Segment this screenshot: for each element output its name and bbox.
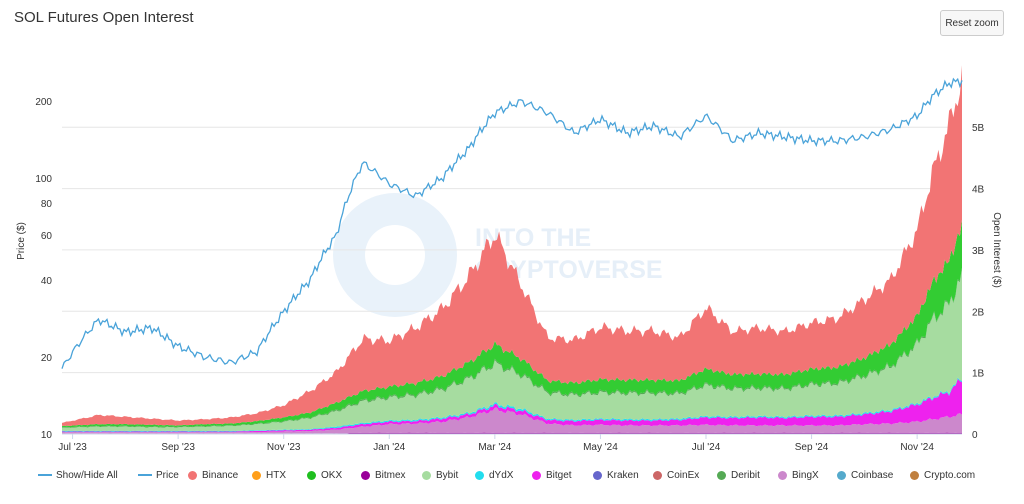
legend-swatch xyxy=(717,470,726,480)
area-bybit xyxy=(62,269,962,432)
legend-label: CoinEx xyxy=(667,469,700,481)
legend-item-htx[interactable]: HTX xyxy=(252,466,286,484)
chart-legend: Show/Hide All Price Binance HTX OKX Bitmex Byb… xyxy=(38,466,998,484)
y-right-tick-label: 0 xyxy=(972,430,978,441)
legend-label: Deribit xyxy=(731,469,760,481)
y-left-tick-label: 60 xyxy=(41,231,53,242)
legend-label: Kraken xyxy=(607,469,639,481)
legend-item-bybit[interactable]: Bybit xyxy=(422,466,458,484)
y-right-tick-label: 1B xyxy=(972,369,985,380)
legend-item-coinbase[interactable]: Coinbase xyxy=(837,466,893,484)
legend-label: Bybit xyxy=(436,469,459,481)
x-tick-label: Nov '23 xyxy=(267,442,301,453)
x-tick-label: Jul '23 xyxy=(58,442,87,453)
legend-item-show-hide-all[interactable]: Show/Hide All xyxy=(38,466,118,484)
legend-label: BingX xyxy=(792,469,819,481)
y-right-tick-label: 2B xyxy=(972,307,985,318)
reset-zoom-button[interactable]: Reset zoom xyxy=(940,10,1004,36)
legend-label: Bitget xyxy=(546,469,572,481)
legend-swatch xyxy=(593,470,602,480)
legend-label: Price xyxy=(156,469,179,481)
y-left-tick-label: 200 xyxy=(35,97,52,108)
legend-swatch xyxy=(532,470,541,480)
y-left-tick-label: 10 xyxy=(41,430,53,441)
y-left-axis-title: Price ($) xyxy=(16,222,27,260)
legend-label: HTX xyxy=(266,469,286,481)
x-tick-label: Jul '24 xyxy=(692,442,721,453)
legend-label: Bitmex xyxy=(375,469,406,481)
y-left-tick-label: 40 xyxy=(41,276,53,287)
y-left-tick-label: 20 xyxy=(41,353,53,364)
price-series xyxy=(61,77,963,369)
legend-item-okx[interactable]: OKX xyxy=(307,466,342,484)
y-right-tick-label: 4B xyxy=(972,185,985,196)
legend-swatch xyxy=(475,470,484,480)
x-tick-label: Mar '24 xyxy=(478,442,511,453)
area-binance xyxy=(62,65,962,426)
legend-swatch xyxy=(188,470,197,480)
area-bitget xyxy=(62,379,962,433)
legend-item-deribit[interactable]: Deribit xyxy=(717,466,760,484)
legend-swatch xyxy=(778,470,787,480)
legend-label: Show/Hide All xyxy=(56,469,118,481)
x-tick-label: Sep '23 xyxy=(161,442,195,453)
legend-item-kraken[interactable]: Kraken xyxy=(593,466,639,484)
legend-item-dydx[interactable]: dYdX xyxy=(475,466,513,484)
x-tick-label: May '24 xyxy=(583,442,618,453)
legend-label: Coinbase xyxy=(851,469,894,481)
legend-item-bitget[interactable]: Bitget xyxy=(532,466,572,484)
legend-swatch xyxy=(252,470,261,480)
x-tick-label: Jan '24 xyxy=(373,442,405,453)
legend-item-bitmex[interactable]: Bitmex xyxy=(361,466,406,484)
legend-item-price[interactable]: Price xyxy=(138,466,179,484)
area-bingx xyxy=(62,407,962,434)
legend-swatch xyxy=(38,474,52,476)
y-right-axis-title: Open Interest ($) xyxy=(991,212,1002,288)
legend-item-coinex[interactable]: CoinEx xyxy=(653,466,699,484)
legend-swatch xyxy=(361,470,370,480)
legend-item-bingx[interactable]: BingX xyxy=(778,466,819,484)
y-right-tick-label: 5B xyxy=(972,123,985,134)
y-left-tick-label: 80 xyxy=(41,199,53,210)
legend-swatch xyxy=(138,474,152,476)
legend-item-crypto-com[interactable]: Crypto.com xyxy=(910,466,975,484)
legend-swatch xyxy=(910,470,919,480)
y-right-tick-label: 3B xyxy=(972,246,985,257)
legend-label: Crypto.com xyxy=(924,469,976,481)
legend-label: Binance xyxy=(202,469,239,481)
watermark-circle-inner xyxy=(365,225,425,285)
chart-title: SOL Futures Open Interest xyxy=(14,9,194,26)
area-okx xyxy=(62,219,962,428)
y-left-tick-label: 100 xyxy=(35,174,52,185)
legend-item-binance[interactable]: Binance xyxy=(188,466,238,484)
price-line xyxy=(61,77,963,369)
x-tick-label: Nov '24 xyxy=(900,442,934,453)
legend-swatch xyxy=(837,470,846,480)
area-deribit xyxy=(62,267,962,428)
chart-axes: Jul '23 Sep '23 Nov '23 Jan '24 Mar '24 May '… xyxy=(16,97,1002,453)
legend-swatch xyxy=(653,470,662,480)
legend-label: OKX xyxy=(321,469,343,481)
legend-swatch xyxy=(307,470,316,480)
x-tick-label: Sep '24 xyxy=(795,442,829,453)
legend-label: dYdX xyxy=(489,469,514,481)
legend-swatch xyxy=(422,470,431,480)
